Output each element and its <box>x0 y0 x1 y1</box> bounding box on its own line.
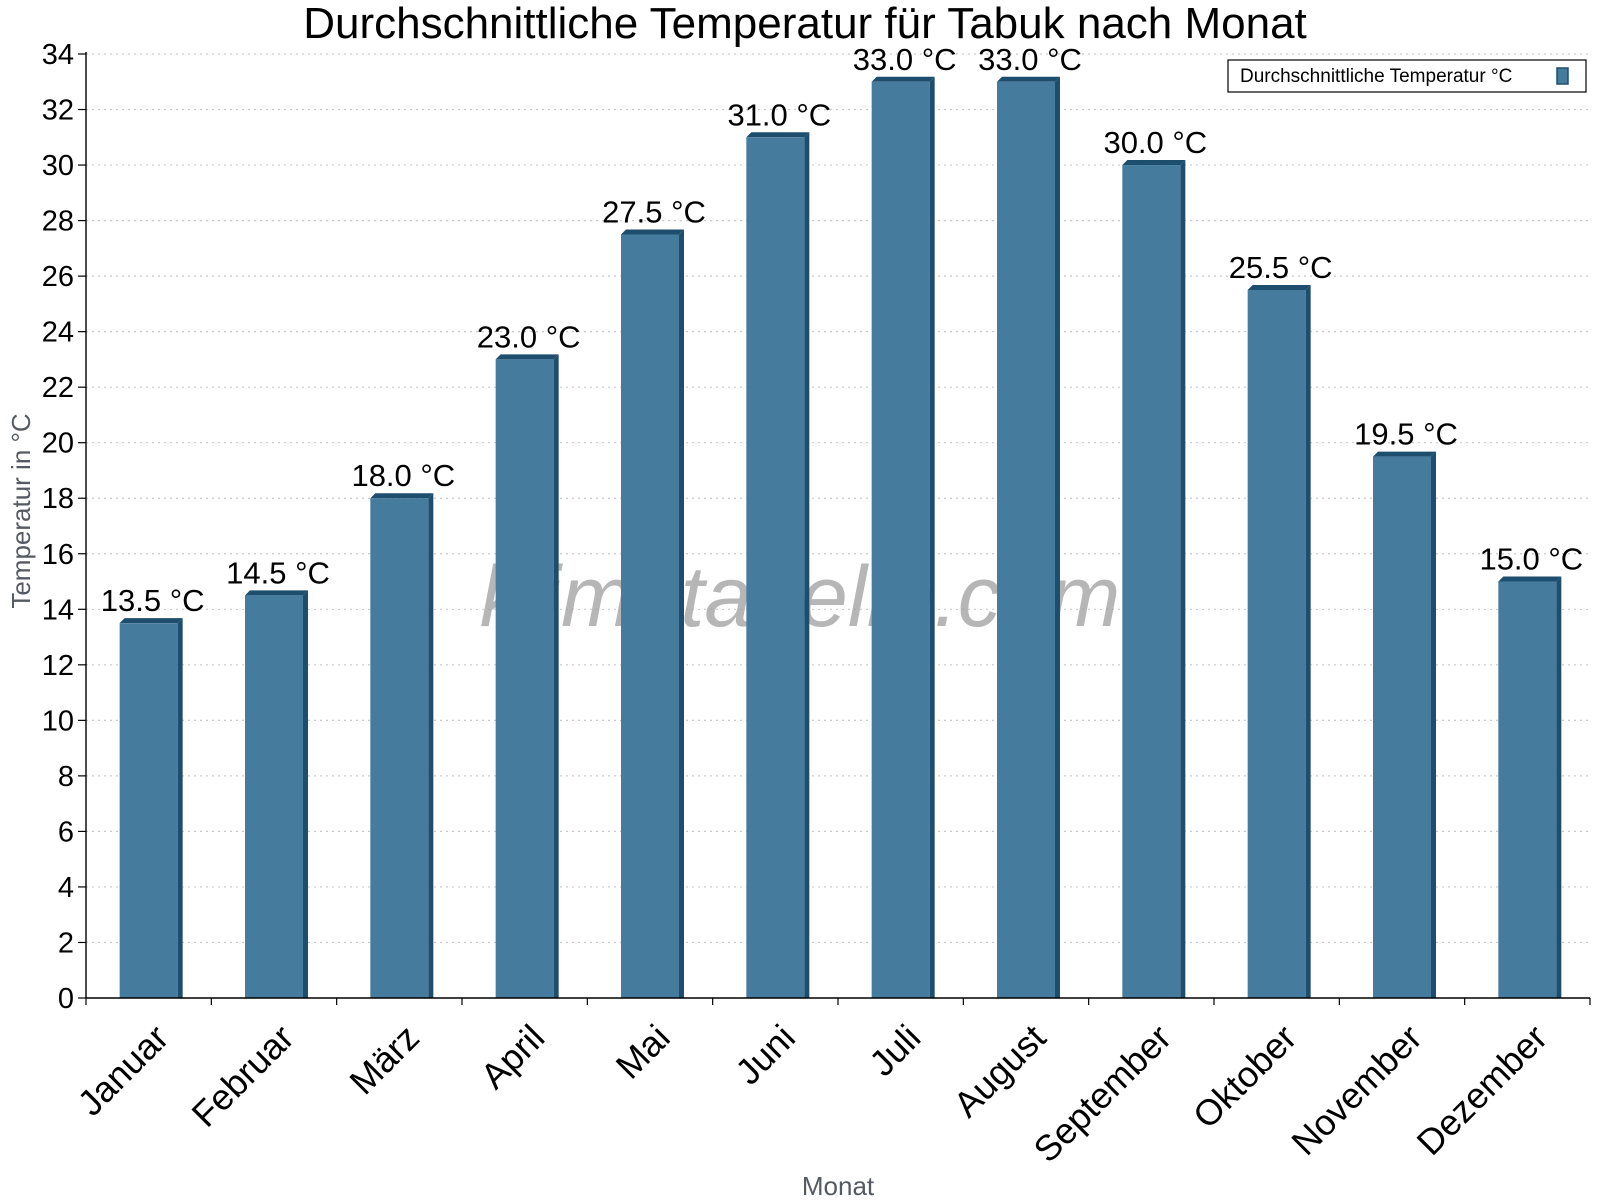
bar-top <box>621 229 684 235</box>
y-tick-label: 2 <box>58 927 74 959</box>
x-tick-label: Februar <box>184 1017 302 1135</box>
legend-swatch-rect <box>1556 67 1569 85</box>
x-tick-label: Mai <box>608 1017 678 1087</box>
y-tick-label: 4 <box>58 872 74 904</box>
bar-top <box>245 590 308 596</box>
legend-box <box>1227 59 1587 93</box>
data-label: 14.5 °C <box>226 555 330 590</box>
bar-top <box>746 132 810 138</box>
x-tick-label: November <box>1283 1017 1429 1163</box>
data-label: 25.5 °C <box>1229 250 1333 285</box>
y-axis-title: Temperatur in °C <box>6 413 36 608</box>
bar-side <box>1431 451 1436 998</box>
legend: Durchschnittliche Temperatur °C <box>1227 59 1587 93</box>
bar-side <box>1180 160 1186 998</box>
x-tick-label: Dezember <box>1409 1017 1555 1163</box>
grid-lines <box>86 53 1590 944</box>
x-axis-title: Monat <box>802 1171 875 1200</box>
bar <box>871 81 930 998</box>
y-tick-label: 16 <box>42 539 74 571</box>
y-tick-label: 14 <box>42 594 74 626</box>
bar-side <box>1556 576 1562 998</box>
bar-side <box>929 76 935 998</box>
data-label: 23.0 °C <box>477 319 581 354</box>
legend-label: Durchschnittliche Temperatur °C <box>1240 66 1512 87</box>
x-tick-label: Januar <box>69 1017 176 1124</box>
bar <box>746 137 805 998</box>
data-label: 27.5 °C <box>602 194 706 229</box>
data-label: 31.0 °C <box>727 97 831 132</box>
bar <box>245 595 303 998</box>
data-label: 33.0 °C <box>978 42 1082 77</box>
data-labels-layer: 13.5 °C 14.5 °C 18.0 °C 23.0 °C 27.5 °C 31.0 … <box>101 42 1583 618</box>
y-tick-label: 18 <box>42 483 74 515</box>
y-tick-label: 8 <box>58 761 74 793</box>
bar-side <box>303 590 308 998</box>
y-tick-label: 30 <box>42 150 74 182</box>
bar-side <box>177 618 183 998</box>
x-tick-label: Oktober <box>1185 1017 1305 1137</box>
bar-side <box>804 132 810 998</box>
data-label: 30.0 °C <box>1103 125 1207 160</box>
y-tick-label: 6 <box>58 816 74 848</box>
data-label: 13.5 °C <box>101 583 205 618</box>
bar <box>621 234 679 998</box>
bar-side <box>1305 285 1311 998</box>
chart-title: Durchschnittliche Temperatur für Tabuk n… <box>303 0 1307 48</box>
y-tick-label: 34 <box>42 39 74 71</box>
x-tick-label: September <box>1025 1017 1179 1171</box>
bar-top <box>1247 285 1311 290</box>
bar <box>495 359 554 999</box>
y-tick-label: 26 <box>42 261 74 293</box>
bar <box>119 623 178 998</box>
x-tick-label: März <box>341 1017 427 1103</box>
bar-top <box>495 354 559 360</box>
bar-side <box>679 229 684 998</box>
bar <box>1122 165 1181 998</box>
bar-top <box>1498 576 1562 582</box>
bar-top <box>1373 451 1436 457</box>
legend-swatch <box>1556 67 1569 85</box>
y-tick-label: 10 <box>42 705 74 737</box>
bar-side <box>1055 76 1060 998</box>
bar-top <box>1122 160 1186 166</box>
bar <box>997 81 1055 998</box>
y-tick-label: 20 <box>42 428 74 460</box>
x-tick-label: Juli <box>861 1017 928 1084</box>
bar-side <box>428 493 434 998</box>
x-tick-label: August <box>945 1017 1053 1125</box>
bar <box>1247 290 1306 998</box>
x-tick-label: Juni <box>727 1017 803 1093</box>
y-tick-label: 28 <box>42 206 74 238</box>
x-tick-label: April <box>472 1017 552 1097</box>
bar <box>370 498 429 998</box>
bar-top <box>119 618 183 624</box>
data-label: 33.0 °C <box>853 42 957 77</box>
bar-top <box>871 76 935 82</box>
data-label: 15.0 °C <box>1479 542 1583 577</box>
bar-top <box>997 76 1060 82</box>
y-tick-label: 22 <box>42 372 74 404</box>
bar-top <box>370 493 434 499</box>
y-tick-label: 32 <box>42 95 74 127</box>
bar <box>1498 581 1557 998</box>
bars-layer <box>119 76 1562 999</box>
data-label: 19.5 °C <box>1354 417 1458 452</box>
y-tick-label: 0 <box>58 983 74 1015</box>
bar <box>1373 456 1431 998</box>
y-tick-label: 12 <box>42 650 74 682</box>
y-tick-label: 24 <box>42 317 74 349</box>
bar-side <box>553 354 559 999</box>
data-label: 18.0 °C <box>351 458 455 493</box>
